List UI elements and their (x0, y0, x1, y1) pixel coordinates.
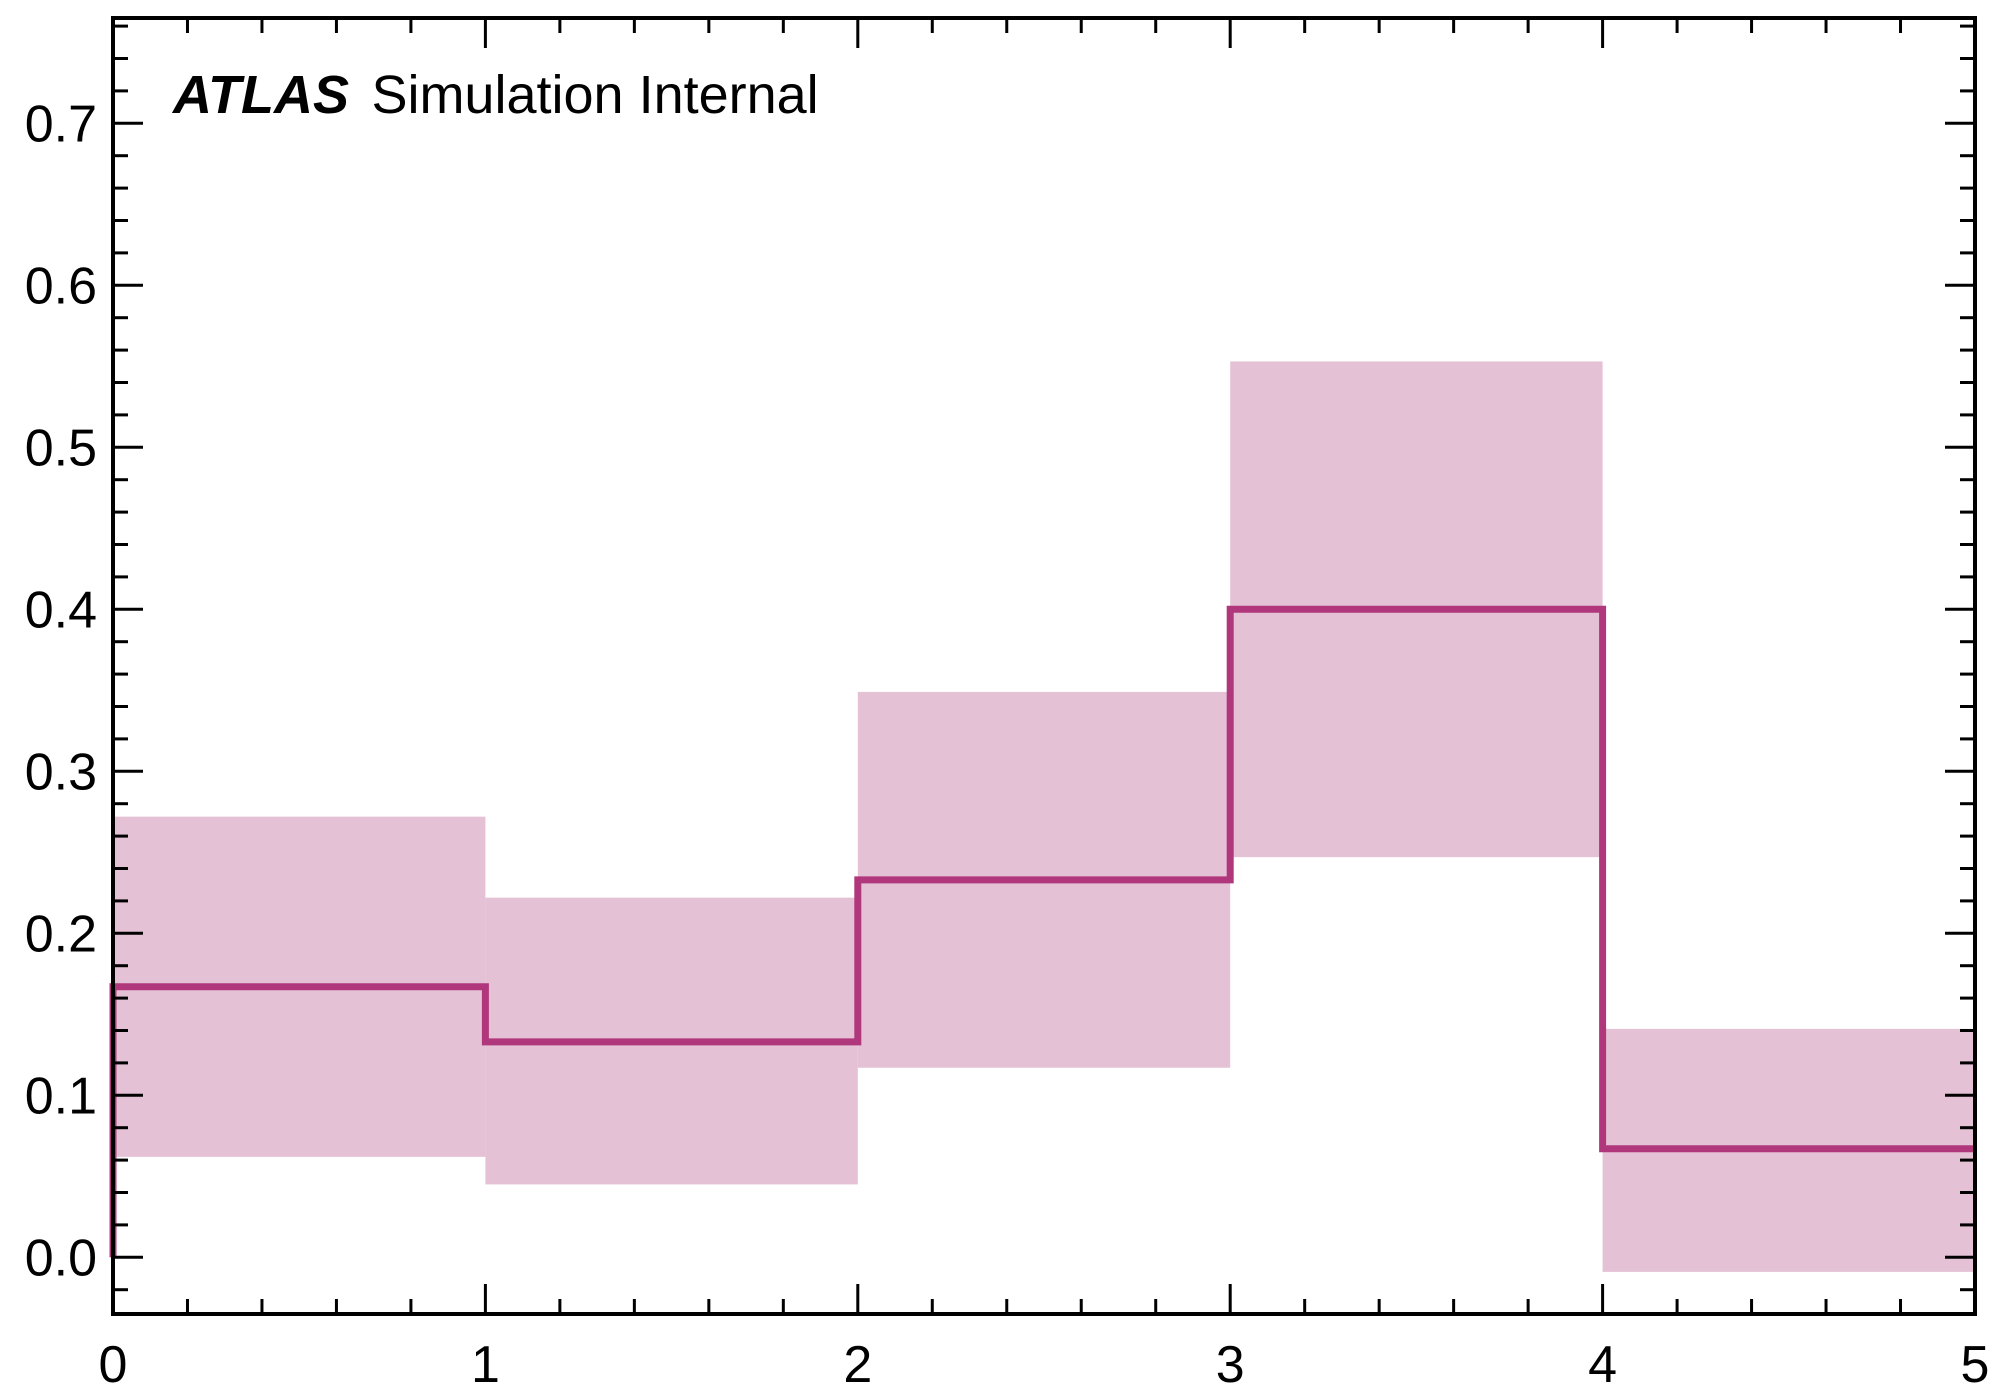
y-tick-label: 0.4 (25, 581, 97, 639)
atlas-status-label: Simulation Internal (371, 65, 818, 125)
y-tick-label: 0.2 (25, 905, 97, 963)
uncertainty-bands (113, 361, 1975, 1272)
x-tick-label: 0 (99, 1336, 128, 1394)
y-tick-label: 0.7 (25, 95, 97, 153)
x-tick-label: 5 (1961, 1336, 1990, 1394)
y-tick-label: 0.5 (25, 419, 97, 477)
x-tick-label: 2 (843, 1336, 872, 1394)
tick-labels: 0 1 2 3 4 5 0.0 0.1 0.2 0.3 0.4 0.5 0.6 0.7 (25, 95, 1990, 1394)
atlas-annotation: ATLAS Simulation Internal (171, 65, 819, 125)
plot-frame (111, 16, 1977, 1316)
x-tick-label: 1 (471, 1336, 500, 1394)
y-tick-label: 0.3 (25, 743, 97, 801)
histogram-step-line (109, 605, 1975, 1258)
atlas-experiment-label: ATLAS (171, 65, 349, 125)
axis-ticks (113, 18, 1975, 1314)
y-tick-label: 0.1 (25, 1067, 97, 1125)
y-tick-label: 0.6 (25, 257, 97, 315)
x-tick-label: 4 (1588, 1336, 1617, 1394)
x-tick-label: 3 (1216, 1336, 1245, 1394)
y-tick-label: 0.0 (25, 1229, 97, 1287)
